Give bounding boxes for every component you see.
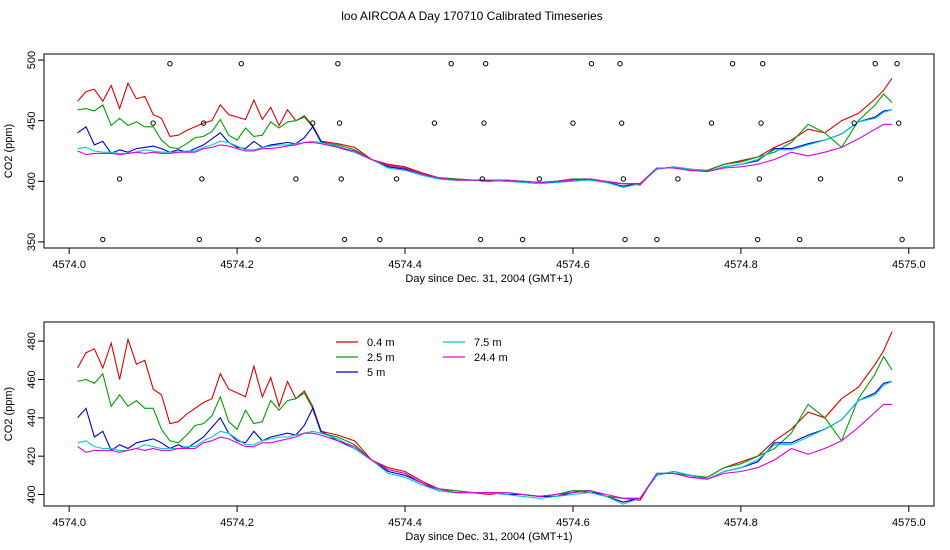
y-tick-label: 420 [26,447,38,465]
calibration-point [536,176,543,182]
series-line-0 [77,77,893,186]
calibration-point [708,120,715,126]
legend-item: 0.4 m [336,337,395,349]
calibration-point [100,236,106,243]
legend-label: 0.4 m [367,337,395,349]
x-tick-label: 4574.0 [52,259,86,271]
x-tick-label: 4574.0 [52,517,86,529]
calibration-point [196,236,203,243]
calibration-point [519,236,526,243]
calibration-point [756,176,763,182]
calibration-point [897,176,904,182]
calibration-point [255,236,261,243]
calibration-point [588,61,595,67]
x-axis-label: Day since Dec. 31, 2004 (GMT+1) [405,273,572,285]
y-tick-label: 500 [26,51,38,69]
legend-item: 5 m [336,367,385,379]
calibration-point [894,61,900,67]
chart-title: loo AIRCOA A Day 170710 Calibrated Times… [341,9,602,23]
calibration-point [617,61,623,67]
calibration-point [150,120,156,126]
calibration-point [851,120,857,126]
legend-item: 2.5 m [336,352,395,364]
bottom-panel: 4574.0 4574.2 4574.4 4574.6 4574.8 4575.0 400 4… [3,321,935,543]
calibration-point [481,120,487,126]
top-panel: 4574.0 4574.2 4574.4 4574.6 4574.8 4575.0 350 4… [3,51,935,285]
calibration-point [341,236,348,243]
calibration-point [448,61,454,67]
calibration-point [570,120,576,126]
legend-label: 24.4 m [474,352,508,364]
calibration-point [760,61,766,67]
calibration-point [309,120,316,126]
y-tick-label: 460 [26,370,38,388]
x-tick-label: 4574.8 [724,259,758,271]
calibration-point [477,236,484,243]
y-tick-label: 450 [26,112,38,130]
calibration-point [338,176,344,182]
legend-item: 7.5 m [443,337,502,349]
calibration-point [796,236,803,243]
x-tick-label: 4574.4 [388,517,422,529]
calibration-point [872,61,878,67]
y-axis-label: CO2 (ppm) [3,387,15,441]
calibration-point [899,236,905,243]
calibration-point [675,176,681,182]
calibration-point [199,176,205,182]
legend-label: 5 m [367,367,385,379]
series-line-3 [77,380,893,505]
calibration-point [335,61,341,67]
plot-frame [43,53,935,249]
calibration-point [336,120,343,126]
y-tick-label: 440 [26,409,38,427]
y-tick-label: 400 [26,172,38,190]
calibration-point [817,176,824,182]
y-axis-label: CO2 (ppm) [3,124,15,178]
calibration-point [654,236,660,243]
series-line-1 [77,93,893,185]
calibration-point [431,120,438,126]
x-tick-label: 4574.2 [220,517,254,529]
calibration-point [618,120,625,126]
calibration-point [377,236,383,243]
calibration-point [167,61,173,67]
calibration-point [620,176,627,182]
series-line-1 [77,355,893,499]
calibration-point [758,120,764,126]
calibration-point [393,176,400,182]
calibration-point [622,236,628,243]
x-tick-label: 4574.4 [388,259,422,271]
x-tick-label: 4574.6 [556,259,590,271]
series-line-4 [77,123,892,185]
x-tick-label: 4575.0 [892,517,926,529]
calibration-point [754,236,761,243]
x-tick-label: 4575.0 [892,259,926,271]
legend-label: 7.5 m [474,337,502,349]
x-tick-label: 4574.6 [556,517,590,529]
series-line-2 [77,380,893,503]
calibration-point [200,120,207,126]
x-tick-label: 4574.8 [724,517,758,529]
legend-item: 24.4 m [443,352,508,364]
y-tick-label: 480 [26,332,38,350]
calibration-point [116,176,123,182]
plot-frame [43,321,935,507]
series-line-4 [77,403,892,499]
y-tick-label: 400 [26,485,38,503]
calibration-point [896,120,902,126]
calibration-point [729,61,736,67]
x-tick-label: 4574.2 [220,259,254,271]
calibration-point [238,61,245,67]
y-tick-label: 350 [26,233,38,251]
calibration-point [479,176,485,182]
legend-label: 2.5 m [367,352,395,364]
calibration-point [293,176,299,182]
calibration-point [482,61,489,67]
x-axis-label: Day since Dec. 31, 2004 (GMT+1) [405,531,572,543]
